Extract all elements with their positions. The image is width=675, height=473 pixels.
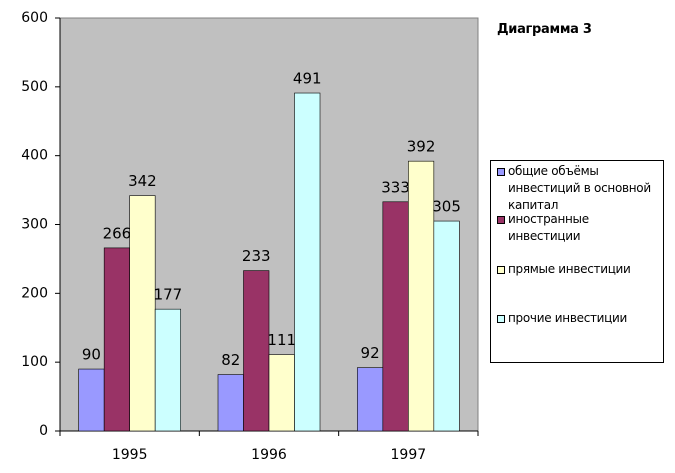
bar: [382, 201, 409, 432]
legend-swatch: [497, 168, 505, 176]
bar: [433, 220, 460, 432]
value-label: 82: [221, 351, 240, 369]
bar: [129, 195, 156, 432]
y-tick-label: 100: [21, 354, 48, 370]
legend-item: прямые инвестиции: [497, 261, 663, 278]
bar: [217, 374, 244, 432]
value-label: 305: [432, 198, 461, 216]
value-label: 90: [82, 346, 101, 364]
value-label: 92: [361, 344, 380, 362]
bar: [78, 368, 105, 432]
value-label: 342: [128, 172, 157, 190]
value-label: 177: [154, 286, 183, 304]
value-label: 392: [407, 138, 436, 156]
x-tick-label: 1997: [391, 447, 427, 463]
y-tick-label: 200: [21, 285, 48, 301]
legend-swatch: [497, 266, 505, 274]
bar: [243, 270, 270, 432]
y-tick-label: 300: [21, 217, 48, 233]
y-tick-label: 500: [21, 79, 48, 95]
bar: [154, 308, 181, 432]
legend-label: прямые инвестиции: [508, 262, 631, 276]
legend-swatch: [497, 315, 505, 323]
value-label: 111: [267, 331, 296, 349]
y-tick-label: 600: [21, 10, 48, 26]
value-label: 333: [381, 178, 410, 196]
legend: общие объёмы инвестиций в основной капит…: [490, 160, 664, 363]
chart-title: Диаграмма 3: [497, 22, 592, 37]
legend-item: общие объёмы инвестиций в основной капит…: [497, 163, 663, 214]
y-tick-label: 400: [21, 148, 48, 164]
x-tick-label: 1995: [112, 447, 148, 463]
legend-label: общие объёмы инвестиций в основной капит…: [508, 164, 651, 212]
legend-label: прочие инвестиции: [508, 311, 628, 325]
legend-label: иностранные инвестиции: [508, 212, 589, 243]
value-label: 491: [293, 70, 322, 88]
bar: [408, 160, 435, 432]
legend-item: прочие инвестиции: [497, 310, 663, 327]
value-label: 266: [103, 224, 132, 242]
legend-item: иностранные инвестиции: [497, 211, 663, 245]
legend-swatch: [497, 216, 505, 224]
bar: [103, 247, 130, 432]
bar: [294, 92, 321, 432]
bar: [357, 367, 384, 432]
bar: [268, 354, 295, 432]
y-tick-label: 0: [39, 423, 48, 439]
x-tick-label: 1996: [251, 447, 287, 463]
value-label: 233: [242, 247, 271, 265]
